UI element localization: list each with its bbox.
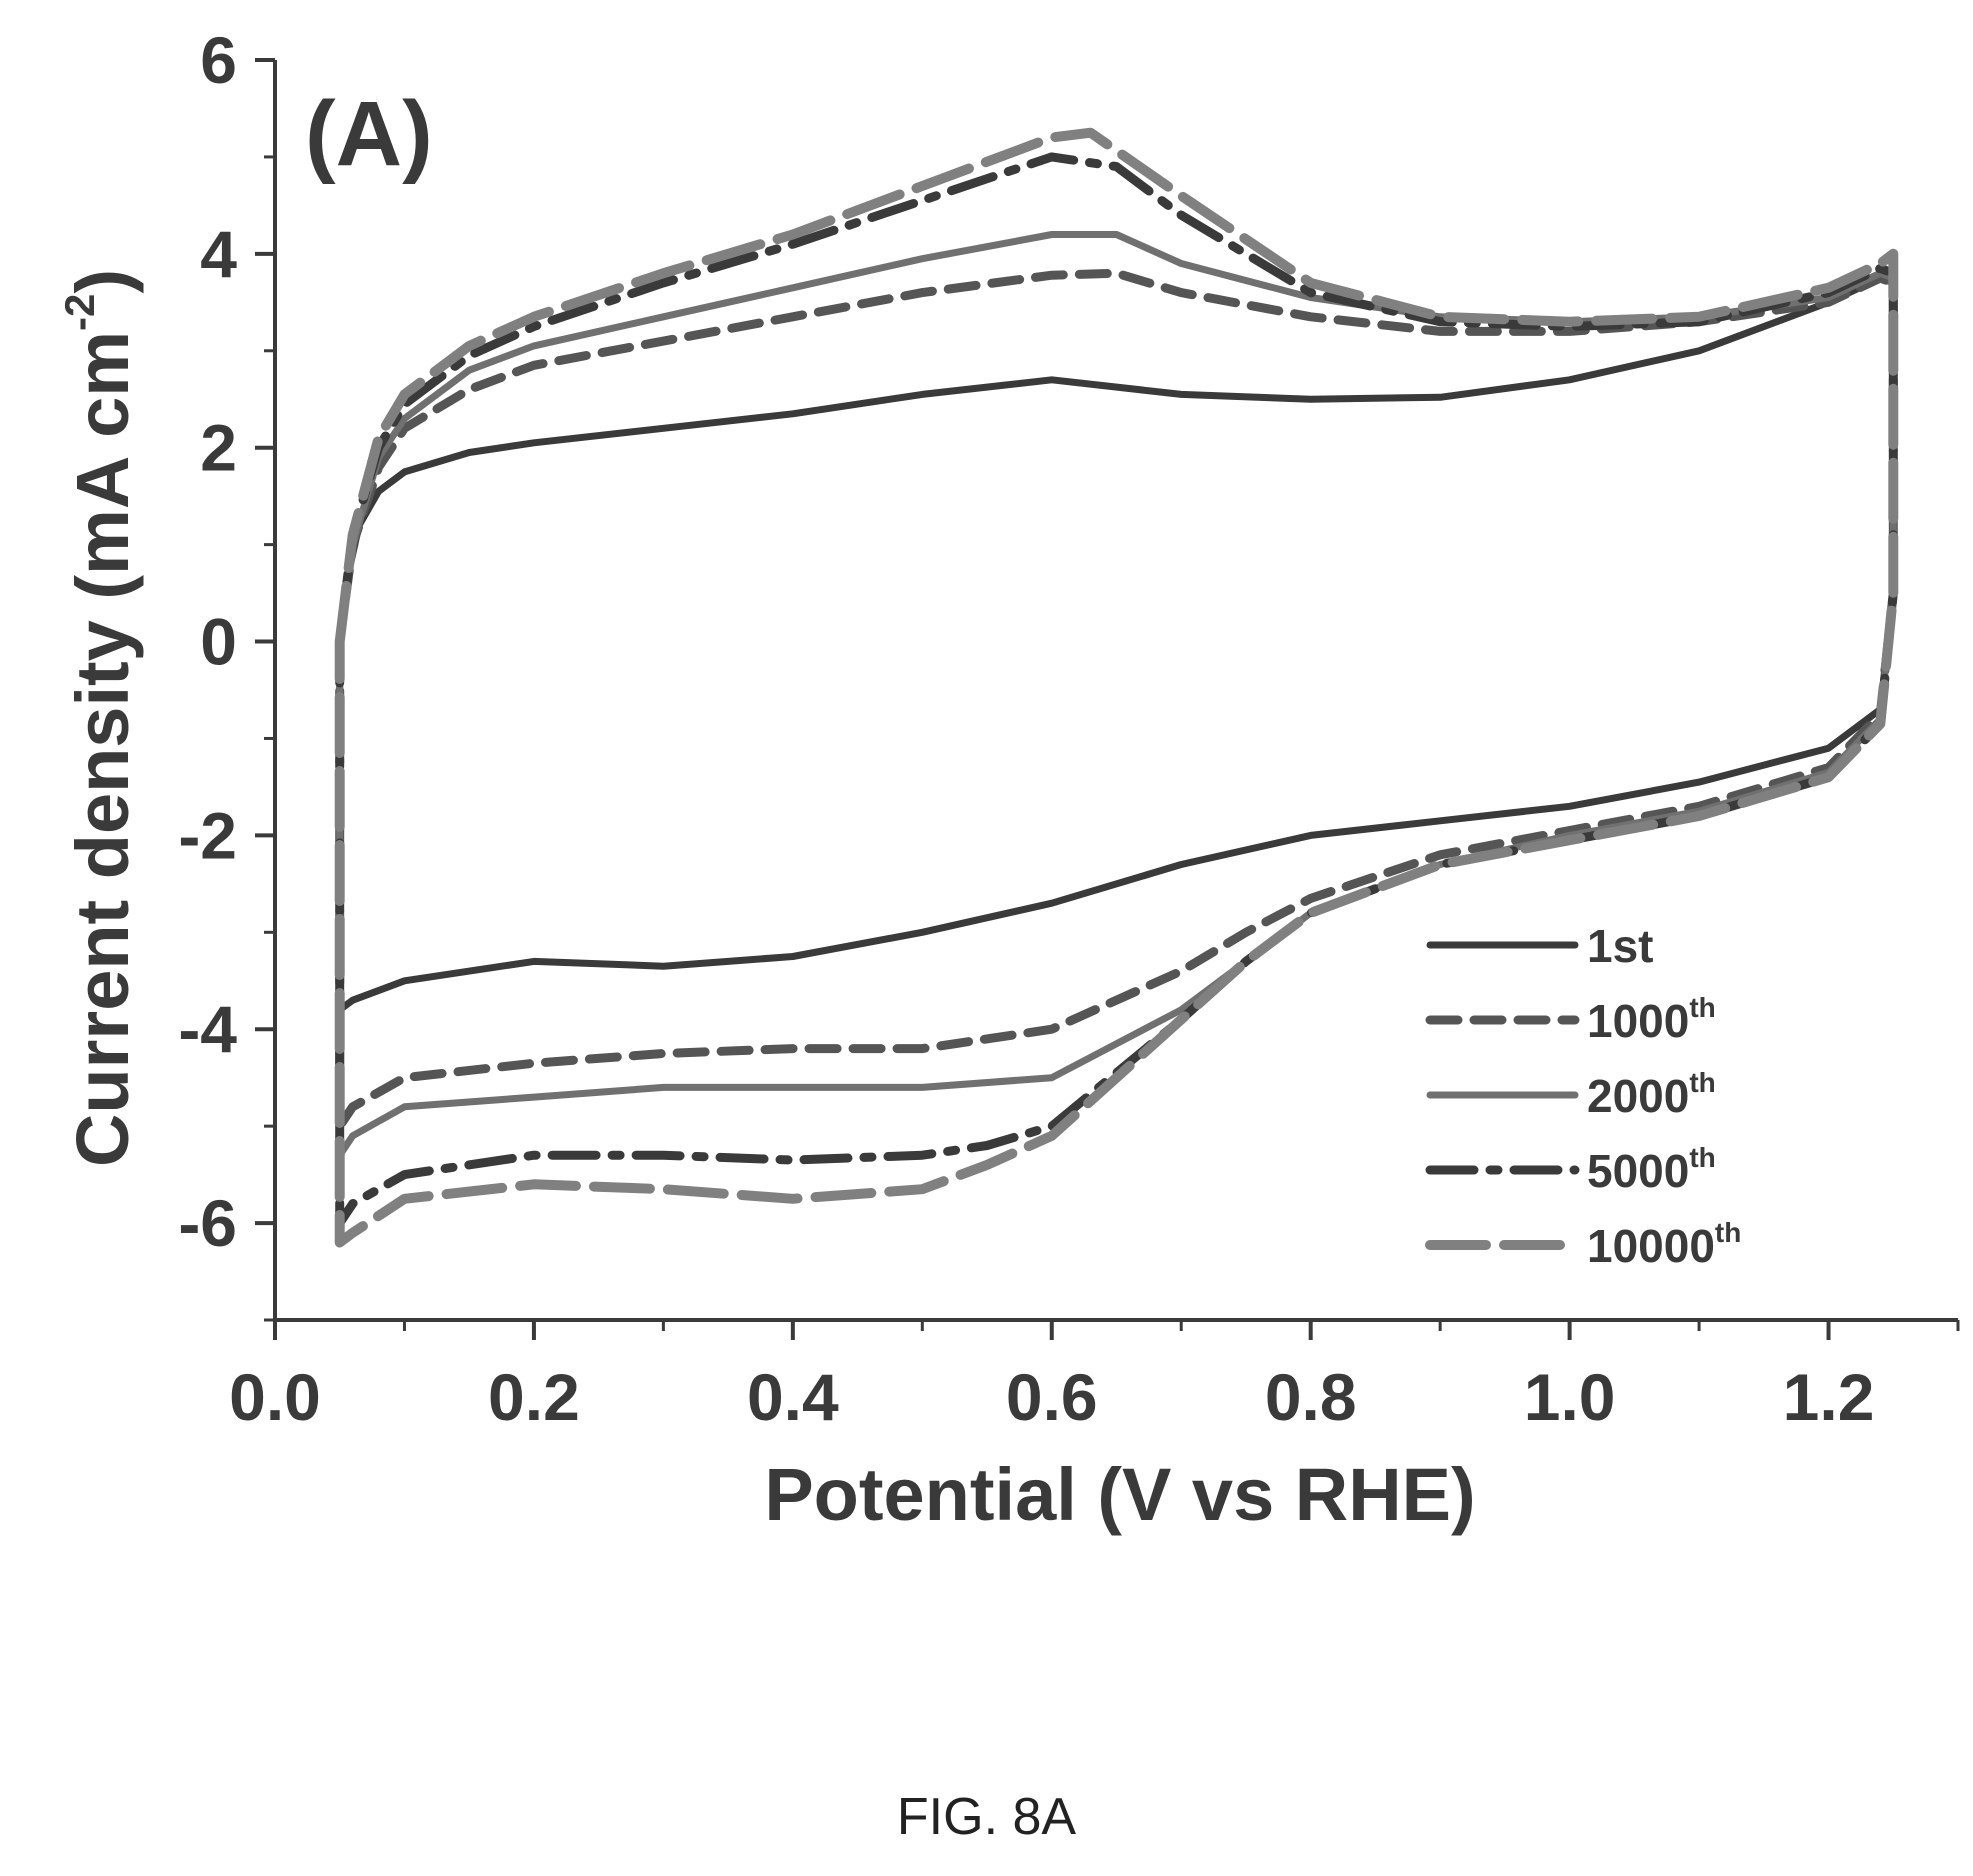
x-tick-label: 0.6	[1006, 1360, 1098, 1434]
legend-label: 2000th	[1587, 1067, 1716, 1122]
legend-label: 1000th	[1587, 992, 1716, 1047]
y-tick-label: -2	[178, 798, 237, 872]
series-lines	[334, 127, 1899, 1248]
x-tick-label: 0.8	[1265, 1360, 1357, 1434]
y-axis-title: Current density (mA cm-2)	[56, 269, 144, 1167]
x-axis-title: Potential (V vs RHE)	[764, 1453, 1475, 1536]
series-line-10000	[334, 127, 1899, 1248]
legend-label: 5000th	[1587, 1142, 1716, 1197]
y-tick-label: -6	[178, 1186, 237, 1260]
legend-label: 10000th	[1587, 1217, 1741, 1272]
legend-label-text: 1st	[1587, 920, 1653, 972]
legend-label-sup: th	[1689, 1142, 1715, 1173]
legend-label-text: 1000	[1587, 995, 1689, 1047]
figure-caption: FIG. 8A	[896, 1788, 1077, 1846]
y-tick-label: -4	[178, 992, 237, 1066]
y-tick-label: 4	[200, 217, 237, 291]
y-axis-title-sup: -2	[56, 294, 103, 331]
x-tick-label: 0.4	[747, 1360, 839, 1434]
legend-label: 1st	[1587, 920, 1653, 972]
y-tick-label: 2	[200, 411, 237, 485]
y-tick-label: 0	[200, 605, 237, 679]
legend-label-sup: th	[1715, 1217, 1741, 1248]
x-axis: 0.0 0.2 0.4 0.6 0.8 1.0 1.2	[229, 1318, 1960, 1434]
legend-label-text: 5000	[1587, 1145, 1689, 1197]
series-line-1000	[335, 268, 1898, 1131]
y-axis-title-end: )	[61, 269, 144, 294]
legend-label-sup: th	[1689, 992, 1715, 1023]
x-tick-label: 0.2	[488, 1360, 580, 1434]
x-tick-label: 0.0	[229, 1360, 321, 1434]
legend-label-text: 10000	[1587, 1220, 1715, 1272]
panel-label: (A)	[305, 83, 433, 185]
x-tick-label: 1.0	[1524, 1360, 1616, 1434]
series-line-1st	[336, 274, 1897, 1014]
y-tick-label: 6	[200, 23, 237, 97]
y-axis: -6 -4 -2 0 2 4 6	[178, 23, 277, 1322]
legend-label-sup: th	[1689, 1067, 1715, 1098]
legend-label-text: 2000	[1587, 1070, 1689, 1122]
x-tick-label: 1.2	[1783, 1360, 1875, 1434]
y-axis-title-main: Current density (mA cm	[61, 331, 144, 1167]
